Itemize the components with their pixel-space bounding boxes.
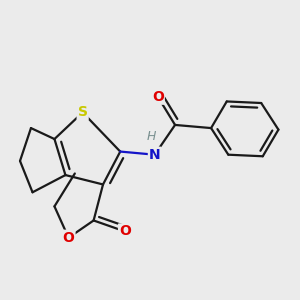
Text: S: S: [78, 105, 88, 119]
Text: O: O: [119, 224, 131, 239]
Text: O: O: [152, 90, 164, 104]
Text: H: H: [147, 130, 156, 143]
Text: N: N: [149, 148, 161, 162]
Text: O: O: [63, 231, 74, 245]
